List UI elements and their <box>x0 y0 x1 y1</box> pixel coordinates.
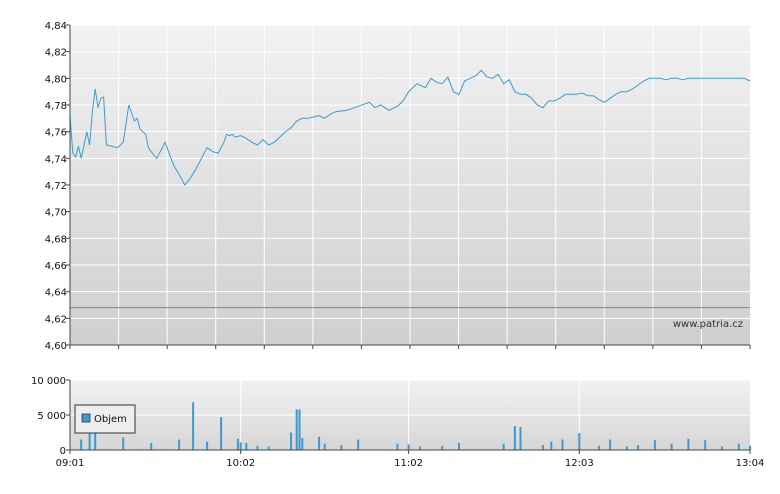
volume-y-tick-label: 5 000 <box>37 411 66 422</box>
volume-x-tick-label: 11:02 <box>394 458 423 469</box>
volume-bars <box>80 402 751 450</box>
volume-y-tick-label: 0 <box>60 446 66 457</box>
volume-bar <box>653 440 656 450</box>
price-y-tick-label: 4,72 <box>45 181 67 192</box>
volume-bar <box>749 445 751 450</box>
volume-bar <box>206 441 209 450</box>
volume-bar <box>519 426 522 450</box>
legend-swatch <box>81 413 91 423</box>
watermark: www.patria.cz <box>673 319 743 330</box>
volume-bar <box>239 442 242 450</box>
volume-gridlines <box>70 379 750 450</box>
volume-bar <box>256 445 259 450</box>
volume-bar <box>150 443 153 450</box>
volume-bar <box>357 439 360 450</box>
volume-bar <box>220 417 223 450</box>
price-y-tick-label: 4,80 <box>45 74 67 85</box>
volume-bar <box>687 438 690 450</box>
price-y-tick-label: 4,62 <box>45 314 67 325</box>
volume-bar <box>597 445 600 450</box>
volume-bar <box>502 443 505 450</box>
volume-bar <box>441 445 444 450</box>
price-y-tick-label: 4,82 <box>45 48 67 59</box>
price-y-tick-label: 4,68 <box>45 234 67 245</box>
volume-bar <box>737 443 740 450</box>
volume-y-axis: 10 000 5 000 0 <box>31 376 70 457</box>
volume-bar <box>245 443 248 450</box>
volume-bar <box>178 439 181 450</box>
volume-bar <box>301 438 304 450</box>
price-y-axis: 4,84 4,82 4,80 4,78 4,76 4,74 4,72 4,70 4,68 4,66… <box>45 21 70 352</box>
price-gridlines <box>70 24 750 345</box>
volume-bar <box>80 439 83 450</box>
volume-y-tick-label: 10 000 <box>31 376 66 387</box>
price-series-line <box>69 69 751 186</box>
volume-x-axis: 09:01 10:02 11:02 12:03 13:04 <box>56 450 765 469</box>
price-y-tick-label: 4,60 <box>45 341 67 352</box>
volume-bar <box>578 433 581 450</box>
volume-bar <box>340 445 343 450</box>
volume-bar <box>609 439 612 450</box>
volume-bar <box>396 443 399 450</box>
volume-x-tick-label: 10:02 <box>226 458 255 469</box>
price-y-tick-label: 4,64 <box>45 288 67 299</box>
price-y-tick-label: 4,70 <box>45 208 67 219</box>
volume-bar <box>458 443 460 450</box>
volume-bar <box>295 409 298 450</box>
volume-bar <box>323 443 326 450</box>
price-y-tick-label: 4,66 <box>45 261 67 272</box>
price-y-tick-label: 4,78 <box>45 101 67 112</box>
volume-bar <box>192 402 195 450</box>
volume-x-tick-label: 12:03 <box>565 458 594 469</box>
volume-bar <box>318 436 321 450</box>
volume-x-tick-label: 09:01 <box>56 458 85 469</box>
volume-bar <box>298 409 301 450</box>
volume-legend: Objem <box>74 404 136 434</box>
price-y-tick-label: 4,76 <box>45 128 67 139</box>
volume-x-tick-label: 13:04 <box>736 458 765 469</box>
volume-bar <box>407 444 410 450</box>
volume-bar <box>267 446 270 450</box>
price-x-tick-marks <box>69 345 751 349</box>
volume-bar <box>637 445 640 450</box>
legend-label: Objem <box>94 414 127 425</box>
volume-bar <box>625 446 628 450</box>
volume-bar <box>94 422 97 450</box>
volume-bar <box>670 443 673 450</box>
volume-bar <box>541 445 544 450</box>
volume-bar <box>122 437 125 450</box>
volume-bar <box>561 439 564 450</box>
price-y-tick-label: 4,74 <box>45 154 67 165</box>
volume-bar <box>721 446 723 450</box>
volume-bar <box>550 441 553 450</box>
volume-bar <box>513 426 516 450</box>
volume-bar <box>418 446 421 450</box>
volume-bar <box>236 438 239 450</box>
volume-bar <box>88 421 91 450</box>
volume-bar <box>704 440 707 450</box>
volume-bar <box>290 432 293 450</box>
price-y-tick-label: 4,84 <box>45 21 67 32</box>
